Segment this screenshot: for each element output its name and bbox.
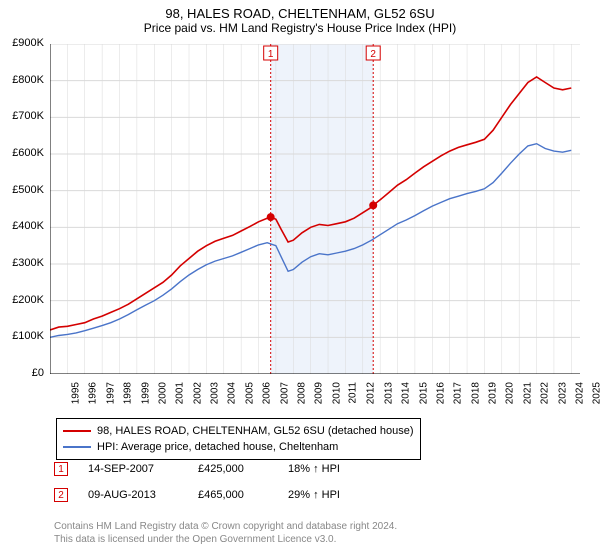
y-tick-label: £600K: [0, 147, 44, 159]
x-tick-label: 2017: [453, 382, 464, 404]
legend-box: 98, HALES ROAD, CHELTENHAM, GL52 6SU (de…: [56, 418, 421, 460]
attribution-text: Contains HM Land Registry data © Crown c…: [54, 520, 397, 546]
x-tick-label: 2011: [348, 382, 359, 404]
x-tick-label: 1999: [140, 382, 151, 404]
y-tick-label: £0: [0, 367, 44, 379]
x-tick-label: 2016: [435, 382, 446, 404]
sale-hpi: 18% ↑ HPI: [288, 463, 340, 475]
x-tick-label: 2012: [366, 382, 377, 404]
y-tick-label: £800K: [0, 74, 44, 86]
chart-subtitle: Price paid vs. HM Land Registry's House …: [0, 21, 600, 39]
sale-date: 14-SEP-2007: [88, 463, 198, 475]
sale-date: 09-AUG-2013: [88, 489, 198, 501]
y-tick-label: £200K: [0, 294, 44, 306]
x-tick-label: 2022: [539, 382, 550, 404]
x-tick-label: 2019: [487, 382, 498, 404]
x-tick-label: 2010: [331, 382, 342, 404]
x-tick-label: 1997: [105, 382, 116, 404]
x-tick-label: 2007: [279, 382, 290, 404]
legend-swatch: [63, 430, 91, 432]
x-tick-label: 2023: [557, 382, 568, 404]
x-tick-label: 2003: [209, 382, 220, 404]
chart-title: 98, HALES ROAD, CHELTENHAM, GL52 6SU: [0, 0, 600, 21]
legend-item: 98, HALES ROAD, CHELTENHAM, GL52 6SU (de…: [63, 423, 414, 439]
svg-text:1: 1: [268, 49, 274, 60]
x-tick-label: 2013: [383, 382, 394, 404]
x-tick-label: 2006: [261, 382, 272, 404]
attribution-line1: Contains HM Land Registry data © Crown c…: [54, 520, 397, 533]
x-tick-label: 2005: [244, 382, 255, 404]
x-tick-label: 2004: [227, 382, 238, 404]
x-tick-label: 2024: [574, 382, 585, 404]
x-tick-label: 2001: [175, 382, 186, 404]
sale-row: 1 14-SEP-2007£425,00018% ↑ HPI: [54, 462, 340, 476]
y-tick-label: £500K: [0, 184, 44, 196]
sale-hpi: 29% ↑ HPI: [288, 489, 340, 501]
sale-price: £425,000: [198, 463, 288, 475]
y-tick-label: £100K: [0, 330, 44, 342]
x-tick-label: 2015: [418, 382, 429, 404]
x-tick-label: 2020: [505, 382, 516, 404]
legend-item: HPI: Average price, detached house, Chel…: [63, 439, 414, 455]
sale-marker: 1: [54, 462, 68, 476]
attribution-line2: This data is licensed under the Open Gov…: [54, 533, 397, 546]
sale-row: 2 09-AUG-2013£465,00029% ↑ HPI: [54, 488, 340, 502]
svg-text:2: 2: [370, 49, 376, 60]
x-tick-label: 2008: [296, 382, 307, 404]
sale-price: £465,000: [198, 489, 288, 501]
x-tick-label: 2025: [592, 382, 600, 404]
legend-label: HPI: Average price, detached house, Chel…: [97, 441, 338, 453]
y-tick-label: £700K: [0, 110, 44, 122]
x-tick-label: 2009: [314, 382, 325, 404]
line-chart: 12: [50, 44, 580, 374]
legend-label: 98, HALES ROAD, CHELTENHAM, GL52 6SU (de…: [97, 425, 414, 437]
x-tick-label: 2018: [470, 382, 481, 404]
x-tick-label: 2000: [157, 382, 168, 404]
x-tick-label: 1996: [88, 382, 99, 404]
y-tick-label: £400K: [0, 220, 44, 232]
x-tick-label: 2021: [522, 382, 533, 404]
sale-marker: 2: [54, 488, 68, 502]
legend-swatch: [63, 446, 91, 448]
y-tick-label: £300K: [0, 257, 44, 269]
x-tick-label: 1998: [122, 382, 133, 404]
x-tick-label: 2002: [192, 382, 203, 404]
x-tick-label: 1995: [70, 382, 81, 404]
x-tick-label: 2014: [400, 382, 411, 404]
y-tick-label: £900K: [0, 37, 44, 49]
